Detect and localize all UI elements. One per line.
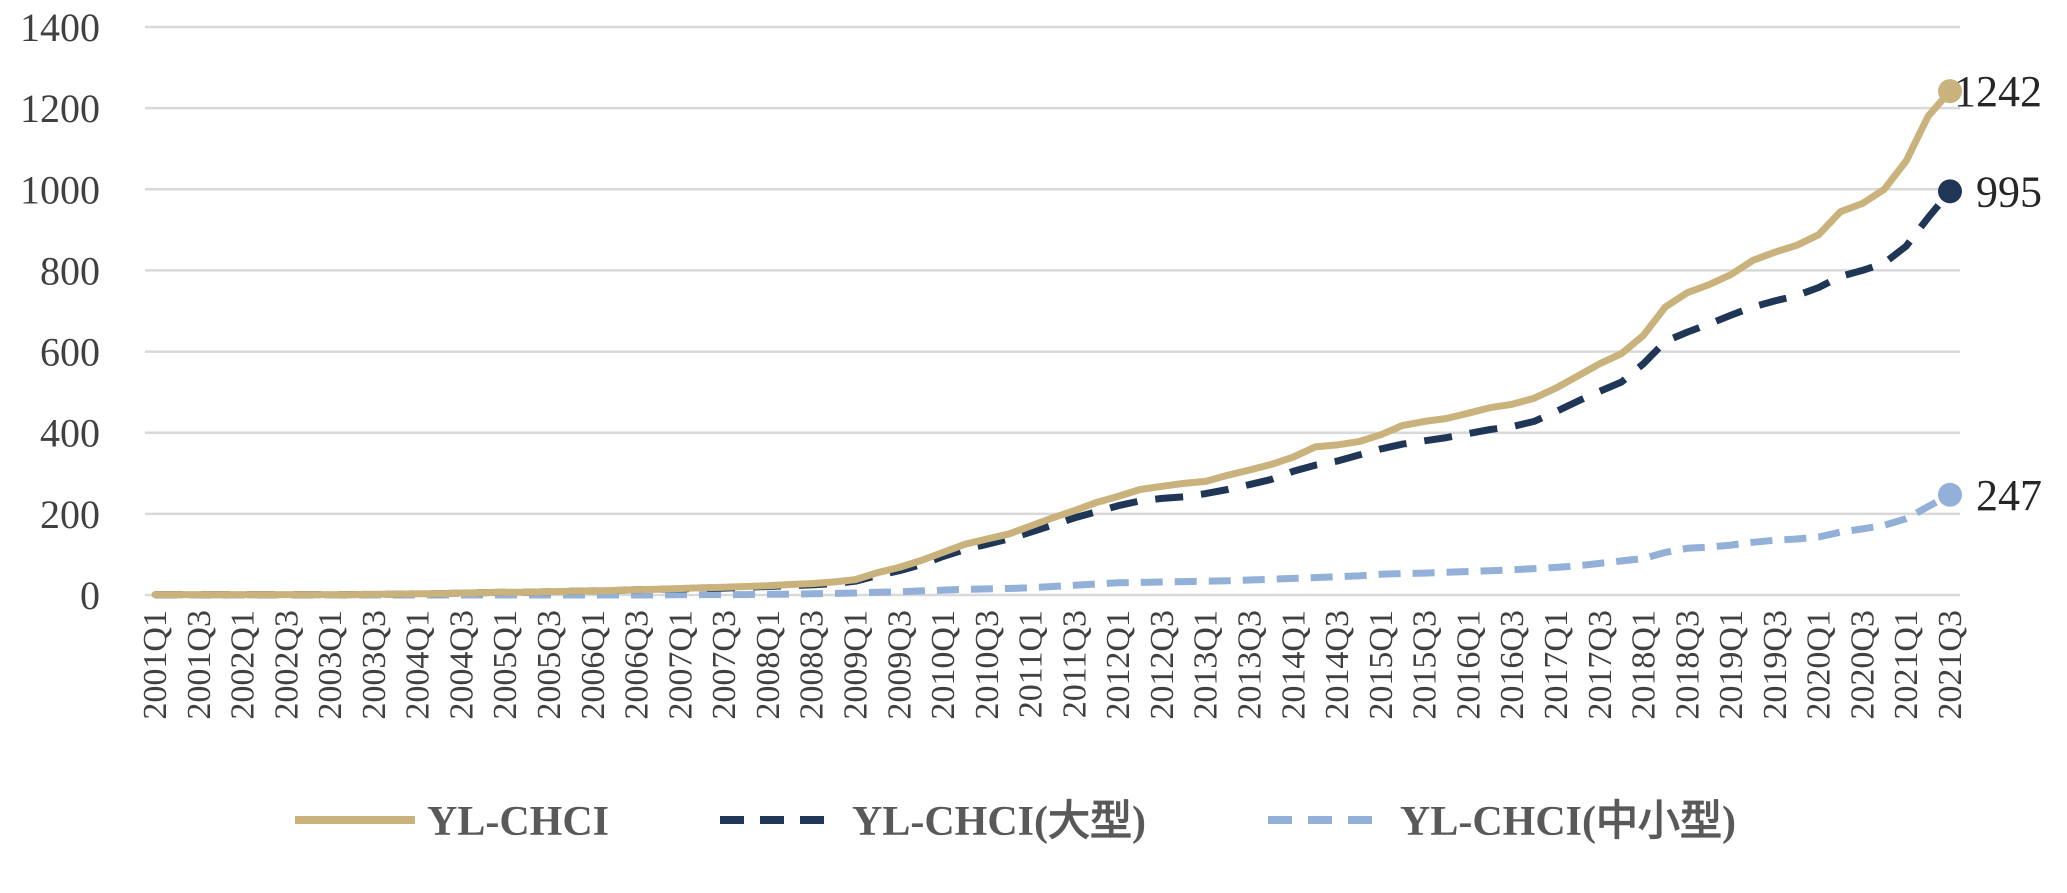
y-tick-label: 600 xyxy=(40,330,100,375)
x-tick-label: 2016Q3 xyxy=(1494,610,1531,720)
x-tick-label: 2006Q3 xyxy=(619,610,656,720)
x-tick-label: 2012Q3 xyxy=(1144,610,1181,720)
series-lines xyxy=(151,87,1954,599)
gridlines xyxy=(145,25,1960,597)
y-tick-label: 1200 xyxy=(20,86,100,131)
x-tick-label: 2007Q3 xyxy=(706,610,743,720)
x-tick-label: 2017Q3 xyxy=(1582,610,1619,720)
x-tick-label: 2004Q3 xyxy=(443,610,480,720)
legend: YL-CHCI YL-CHCI(大型) YL-CHCI(中小型) xyxy=(295,798,1736,845)
x-tick-label: 2006Q1 xyxy=(575,610,612,720)
end-value-label: 995 xyxy=(1976,167,2042,216)
end-point xyxy=(1938,79,1962,104)
x-tick-label: 2009Q1 xyxy=(837,610,874,720)
end-point xyxy=(1938,482,1962,507)
series-line xyxy=(155,491,1952,599)
x-tick-label: 2008Q1 xyxy=(750,610,787,720)
x-tick-label: 2013Q3 xyxy=(1232,610,1269,720)
x-tick-label: 2010Q1 xyxy=(925,610,962,720)
end-point xyxy=(1938,179,1962,204)
x-tick-label: 2019Q3 xyxy=(1757,610,1794,720)
x-tick-label: 2013Q1 xyxy=(1188,610,1225,720)
x-tick-label: 2003Q1 xyxy=(312,610,349,720)
x-tick-label: 2012Q1 xyxy=(1100,610,1137,720)
y-tick-label: 400 xyxy=(40,411,100,456)
x-tick-label: 2021Q1 xyxy=(1888,610,1925,720)
y-tick-label: 1400 xyxy=(20,5,100,50)
end-value-label: 247 xyxy=(1976,471,2042,520)
series-line xyxy=(151,87,1954,599)
y-tick-label: 200 xyxy=(40,492,100,537)
x-tick-label: 2018Q1 xyxy=(1626,610,1663,720)
x-tick-label: 2015Q1 xyxy=(1363,610,1400,720)
x-tick-label: 2011Q1 xyxy=(1013,610,1050,718)
y-axis-ticks: 0 200 400 600 800 1000 1200 1400 xyxy=(20,5,100,618)
x-tick-label: 2020Q1 xyxy=(1801,610,1838,720)
y-tick-label: 800 xyxy=(40,248,100,293)
x-tick-label: 2015Q3 xyxy=(1407,610,1444,720)
y-tick-label: 0 xyxy=(80,573,100,618)
x-tick-label: 2019Q1 xyxy=(1713,610,1750,720)
x-tick-label: 2003Q3 xyxy=(356,610,393,720)
x-tick-label: 2014Q3 xyxy=(1319,610,1356,720)
x-tick-label: 2020Q3 xyxy=(1844,610,1881,720)
x-tick-label: 2010Q3 xyxy=(969,610,1006,720)
x-tick-label: 2017Q1 xyxy=(1538,610,1575,720)
x-tick-label: 2005Q3 xyxy=(531,610,568,720)
x-tick-label: 2005Q1 xyxy=(487,610,524,720)
x-tick-label: 2009Q3 xyxy=(881,610,918,720)
x-tick-label: 2001Q3 xyxy=(181,610,218,720)
x-tick-label: 2002Q1 xyxy=(225,610,262,720)
x-tick-label: 2016Q1 xyxy=(1450,610,1487,720)
series-line xyxy=(155,189,1953,599)
legend-label: YL-CHCI(中小型) xyxy=(1400,798,1736,845)
x-tick-label: 2004Q1 xyxy=(400,610,437,720)
x-tick-label: 2007Q1 xyxy=(662,610,699,720)
x-tick-label: 2001Q1 xyxy=(137,610,174,720)
y-tick-label: 1000 xyxy=(20,167,100,212)
legend-label: YL-CHCI xyxy=(427,799,609,845)
legend-label: YL-CHCI(大型) xyxy=(852,798,1146,845)
x-tick-label: 2011Q3 xyxy=(1056,610,1093,718)
x-tick-label: 2021Q3 xyxy=(1932,610,1969,720)
x-tick-label: 2014Q1 xyxy=(1275,610,1312,720)
x-tick-label: 2008Q3 xyxy=(794,610,831,720)
x-tick-label: 2018Q3 xyxy=(1669,610,1706,720)
end-value-label: 1242 xyxy=(1954,67,2042,116)
x-axis-ticks: 2001Q1 2001Q3 2002Q1 2002Q3 2003Q1 2003Q3 2004… xyxy=(137,610,1969,720)
end-point-markers: 1242 995 247 xyxy=(1938,67,2042,520)
x-tick-label: 2002Q3 xyxy=(268,610,305,720)
